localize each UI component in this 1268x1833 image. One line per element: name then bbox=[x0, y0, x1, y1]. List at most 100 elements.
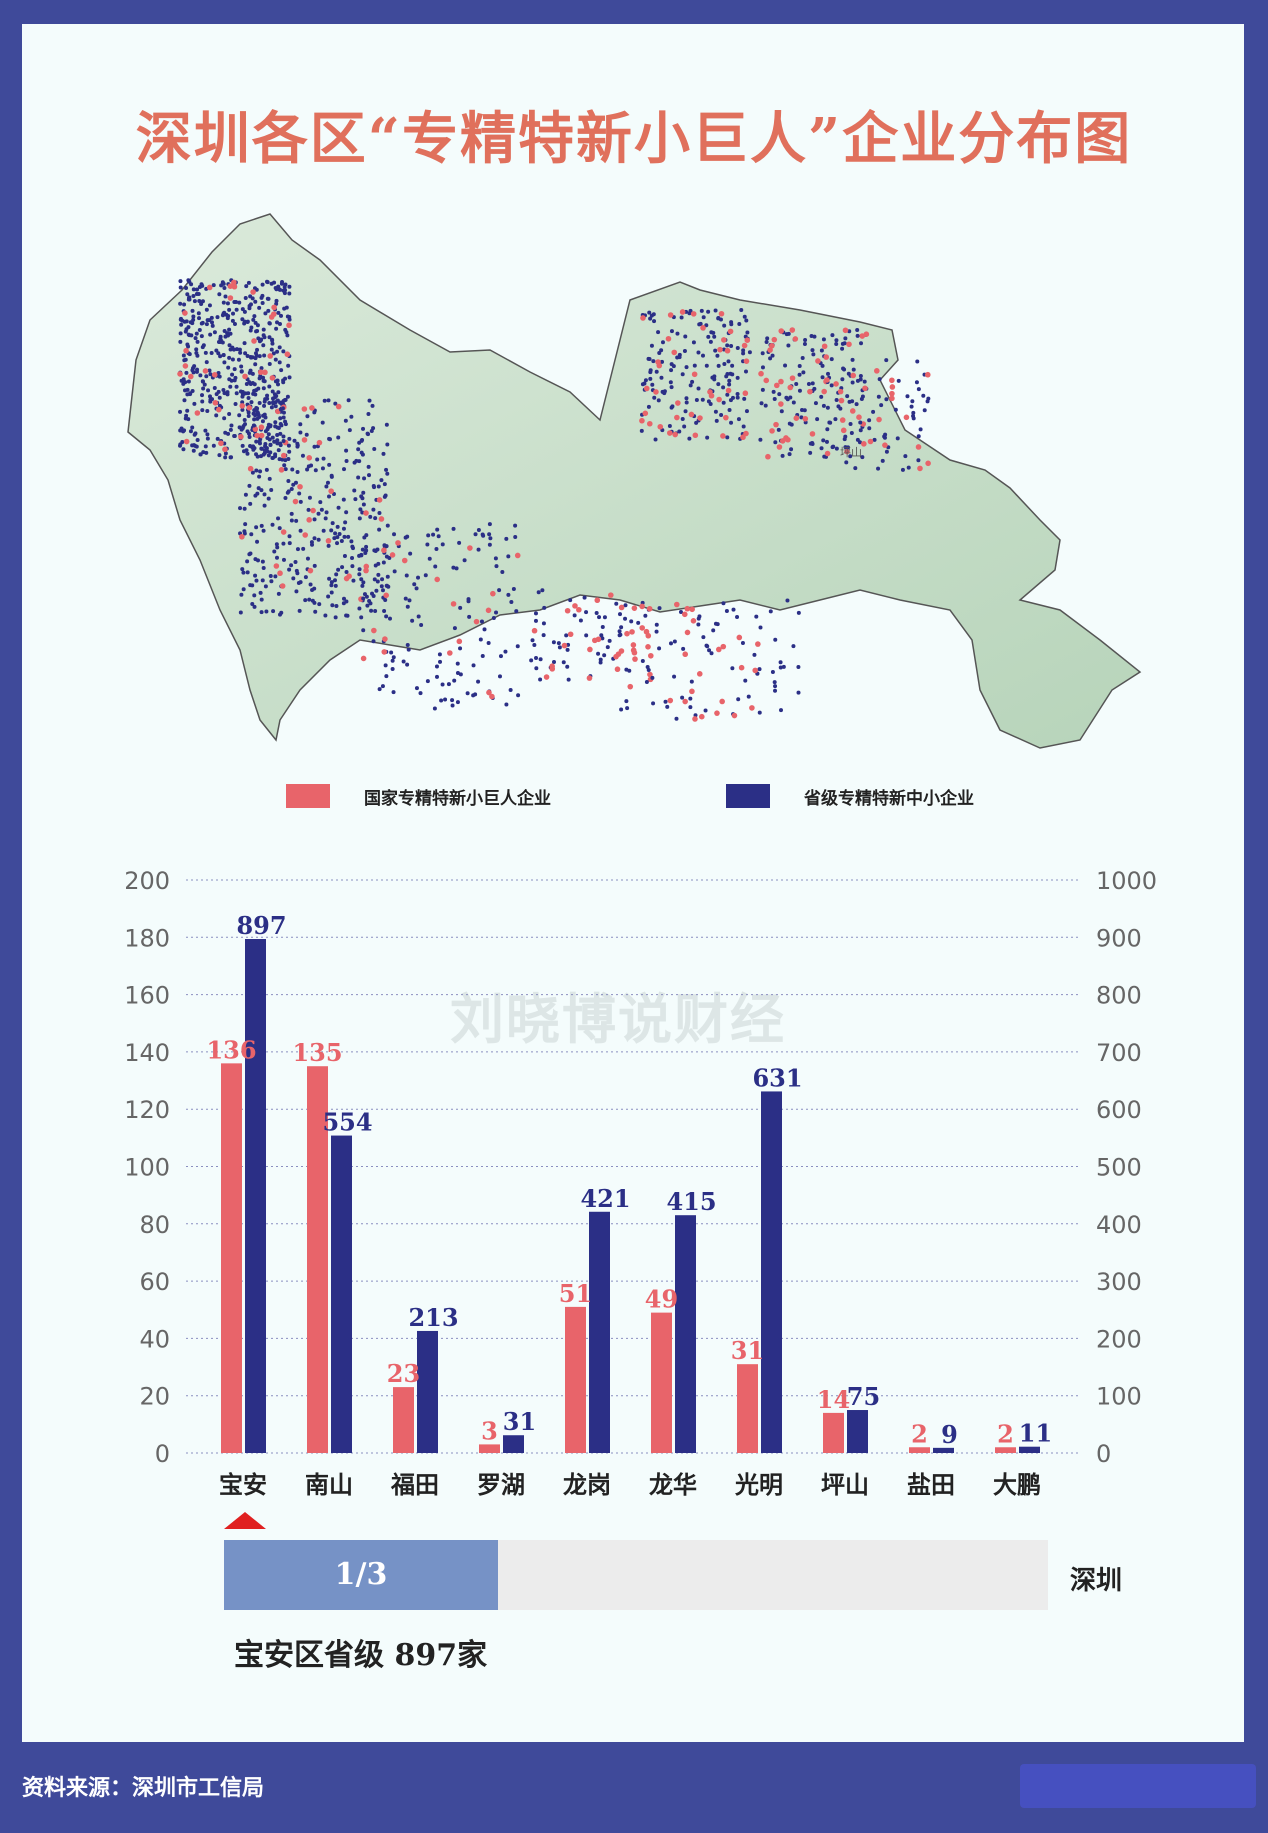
enterprise-dot-provincial bbox=[227, 307, 232, 312]
enterprise-dot-provincial bbox=[251, 391, 256, 396]
enterprise-dot-national bbox=[833, 381, 839, 387]
enterprise-dot-national bbox=[630, 647, 637, 654]
enterprise-dot-provincial bbox=[276, 448, 281, 453]
enterprise-dot-national bbox=[689, 688, 695, 695]
enterprise-dot-national bbox=[776, 444, 783, 450]
enterprise-dot-national bbox=[917, 465, 923, 472]
enterprise-dot-national bbox=[696, 671, 703, 677]
enterprise-dot-provincial bbox=[251, 317, 256, 322]
enterprise-dot-provincial bbox=[178, 279, 183, 284]
enterprise-dot-provincial bbox=[317, 602, 322, 607]
enterprise-dot-national bbox=[182, 310, 188, 316]
enterprise-dot-national bbox=[679, 309, 686, 315]
enterprise-dot-national bbox=[450, 601, 457, 607]
enterprise-dots bbox=[177, 278, 931, 722]
enterprise-dot-provincial bbox=[216, 371, 221, 376]
enterprise-dot-provincial bbox=[270, 341, 275, 346]
enterprise-dot-provincial bbox=[298, 580, 303, 585]
enterprise-dot-provincial bbox=[361, 426, 366, 431]
enterprise-dot-provincial bbox=[238, 350, 243, 355]
enterprise-dot-provincial bbox=[321, 456, 326, 461]
enterprise-dot-provincial bbox=[250, 583, 255, 588]
enterprise-dot-provincial bbox=[204, 450, 209, 455]
enterprise-dot-provincial bbox=[237, 413, 242, 418]
enterprise-dot-national bbox=[297, 483, 303, 490]
enterprise-dot-provincial bbox=[706, 399, 711, 404]
enterprise-dot-national bbox=[316, 439, 323, 446]
enterprise-dot-provincial bbox=[471, 663, 476, 668]
enterprise-dot-national bbox=[846, 341, 852, 348]
enterprise-dot-provincial bbox=[271, 351, 276, 356]
enterprise-dot-provincial bbox=[183, 329, 188, 334]
enterprise-dot-provincial bbox=[352, 488, 357, 493]
enterprise-dot-provincial bbox=[275, 438, 280, 443]
enterprise-dot-provincial bbox=[204, 307, 209, 312]
enterprise-dot-provincial bbox=[337, 532, 342, 537]
enterprise-dot-provincial bbox=[605, 645, 610, 650]
enterprise-dot-provincial bbox=[382, 543, 387, 548]
enterprise-dot-provincial bbox=[230, 357, 235, 362]
enterprise-dot-provincial bbox=[180, 318, 185, 323]
enterprise-dot-provincial bbox=[657, 606, 662, 611]
enterprise-dot-provincial bbox=[684, 365, 689, 370]
enterprise-dot-provincial bbox=[297, 491, 302, 496]
enterprise-dot-provincial bbox=[879, 403, 884, 408]
enterprise-dot-provincial bbox=[179, 378, 184, 383]
enterprise-dot-national bbox=[807, 388, 813, 395]
enterprise-dot-provincial bbox=[220, 280, 225, 285]
enterprise-dot-provincial bbox=[922, 408, 927, 413]
enterprise-dot-provincial bbox=[334, 603, 339, 608]
enterprise-dot-provincial bbox=[205, 318, 210, 323]
enterprise-dot-provincial bbox=[716, 382, 721, 387]
selected-district-pointer-icon bbox=[224, 1512, 266, 1529]
enterprise-dot-provincial bbox=[254, 468, 259, 473]
enterprise-dot-provincial bbox=[764, 340, 769, 345]
enterprise-dot-national bbox=[821, 343, 828, 350]
enterprise-dot-national bbox=[821, 388, 827, 395]
enterprise-dot-national bbox=[242, 373, 248, 380]
enterprise-dot-provincial bbox=[824, 439, 829, 444]
enterprise-dot-national bbox=[844, 448, 850, 455]
enterprise-dot-provincial bbox=[307, 597, 312, 602]
enterprise-dot-provincial bbox=[227, 327, 232, 332]
enterprise-dot-provincial bbox=[357, 459, 362, 464]
enterprise-dot-provincial bbox=[380, 684, 385, 689]
enterprise-dot-national bbox=[608, 592, 614, 598]
enterprise-dot-provincial bbox=[287, 449, 292, 454]
enterprise-dot-provincial bbox=[765, 336, 770, 341]
enterprise-dot-provincial bbox=[834, 398, 839, 403]
enterprise-dot-provincial bbox=[584, 610, 589, 615]
enterprise-dot-provincial bbox=[845, 394, 850, 399]
enterprise-dot-provincial bbox=[333, 583, 338, 588]
enterprise-dot-national bbox=[363, 567, 369, 574]
enterprise-dot-provincial bbox=[233, 375, 238, 380]
enterprise-dot-provincial bbox=[380, 588, 385, 593]
enterprise-dot-provincial bbox=[212, 330, 217, 335]
enterprise-dot-provincial bbox=[278, 443, 283, 448]
enterprise-dot-provincial bbox=[275, 398, 280, 403]
bar-provincial bbox=[589, 1211, 610, 1453]
enterprise-dot-provincial bbox=[741, 424, 746, 429]
enterprise-dot-provincial bbox=[404, 573, 409, 578]
enterprise-dot-provincial bbox=[826, 371, 831, 376]
enterprise-dot-provincial bbox=[729, 322, 734, 327]
enterprise-dot-provincial bbox=[778, 665, 783, 670]
enterprise-dot-provincial bbox=[656, 330, 661, 335]
enterprise-dot-national bbox=[490, 590, 496, 597]
enterprise-dot-provincial bbox=[279, 313, 284, 318]
enterprise-dot-provincial bbox=[364, 594, 369, 599]
enterprise-dot-provincial bbox=[243, 492, 248, 497]
enterprise-dot-provincial bbox=[259, 446, 264, 451]
enterprise-dot-national bbox=[653, 389, 659, 395]
enterprise-dot-national bbox=[177, 371, 183, 377]
enterprise-dot-provincial bbox=[683, 409, 688, 414]
enterprise-dot-provincial bbox=[457, 540, 462, 545]
enterprise-dot-national bbox=[675, 400, 681, 406]
enterprise-dot-provincial bbox=[241, 570, 246, 575]
bar-provincial bbox=[503, 1435, 524, 1453]
enterprise-dot-provincial bbox=[253, 320, 258, 325]
enterprise-dot-provincial bbox=[568, 598, 573, 603]
enterprise-dot-national bbox=[767, 347, 773, 353]
enterprise-dot-national bbox=[618, 604, 625, 611]
enterprise-dot-provincial bbox=[332, 536, 337, 541]
